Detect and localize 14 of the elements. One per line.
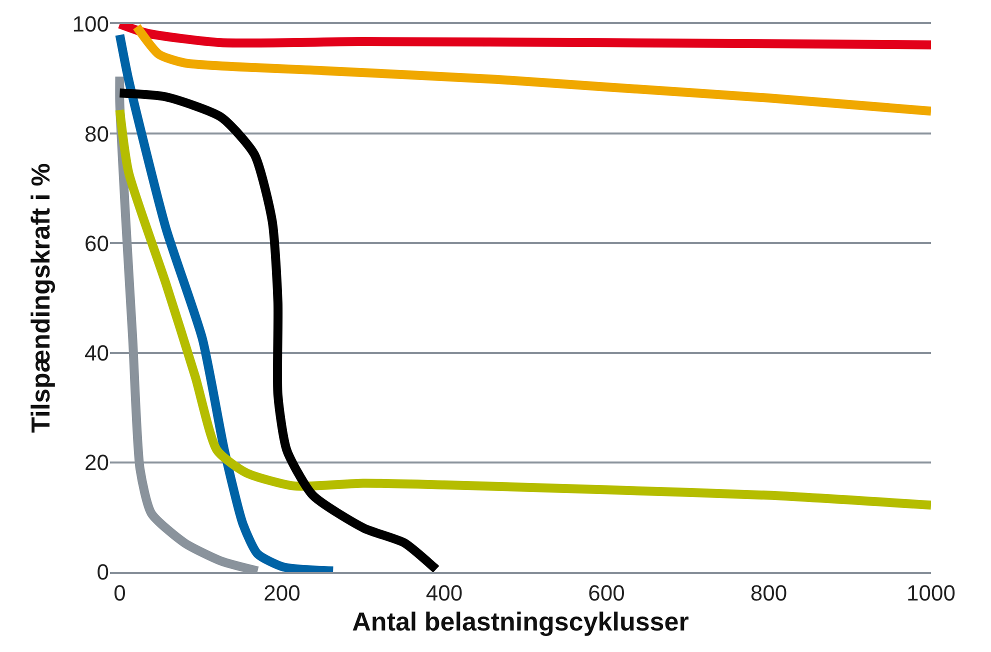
y-tick-label: 0 bbox=[96, 560, 109, 585]
x-tick-label: 0 bbox=[114, 580, 126, 606]
y-tick-label: 80 bbox=[84, 121, 109, 146]
x-tick-label: 400 bbox=[426, 580, 463, 606]
x-tick-label: 800 bbox=[750, 580, 788, 606]
x-tick-label: 1000 bbox=[906, 580, 956, 606]
x-tick-label: 200 bbox=[264, 580, 300, 606]
x-tick-label: 600 bbox=[588, 580, 625, 606]
x-axis-title: Antal belastningscyklusser bbox=[352, 606, 689, 637]
y-tick-label: 100 bbox=[72, 12, 109, 37]
y-tick-label: 60 bbox=[84, 230, 109, 256]
y-tick-label: 40 bbox=[84, 340, 109, 366]
y-axis-title: Tilspændingskraft i % bbox=[26, 163, 56, 433]
y-tick-label: 20 bbox=[84, 450, 109, 476]
